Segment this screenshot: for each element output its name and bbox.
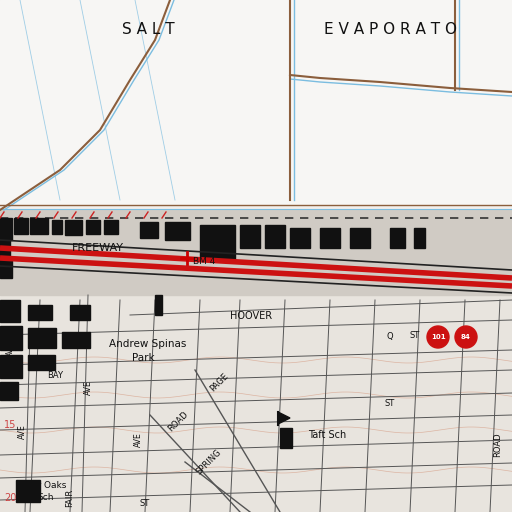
Text: AVE: AVE [6,343,14,357]
Bar [0,260,12,278]
Text: SPRING: SPRING [195,447,224,476]
Bar [290,228,310,248]
Bar [28,355,55,370]
Polygon shape [278,412,290,424]
Bar [0,382,18,400]
Text: ST: ST [140,500,150,508]
Bar [14,218,28,234]
Bar [0,210,512,295]
Bar [280,428,292,448]
Text: ST: ST [385,399,395,409]
Bar [240,225,260,248]
Bar [0,280,512,512]
Bar [30,218,48,234]
Bar [0,300,20,322]
Text: FAIR: FAIR [66,489,75,507]
Bar [165,222,190,240]
Text: 84: 84 [461,334,471,340]
Text: 15: 15 [4,420,16,430]
Text: Sch: Sch [38,494,54,502]
Bar [200,225,235,260]
Text: ST: ST [410,331,420,340]
Bar [0,326,22,350]
Bar [104,220,118,234]
Text: ROAD: ROAD [166,410,190,434]
Bar [65,220,82,235]
Bar [16,480,40,502]
Text: BAY: BAY [47,372,63,380]
Bar [414,228,425,248]
Text: 20: 20 [4,493,16,503]
Text: HOOVER: HOOVER [230,311,272,321]
Text: S A L T: S A L T [122,22,174,37]
Bar [140,222,158,238]
Bar [86,220,100,234]
Text: BM 4: BM 4 [193,257,216,266]
Text: E V A P O R A T O: E V A P O R A T O [324,22,457,37]
Circle shape [427,326,449,348]
Bar [0,218,12,240]
Bar [320,228,340,248]
Text: FREEWAY: FREEWAY [72,243,124,253]
Bar [265,225,285,248]
Bar [28,328,56,348]
Text: 101: 101 [431,334,445,340]
Bar [0,240,10,260]
Bar [70,305,90,320]
Bar [0,355,22,378]
Text: Park: Park [132,353,154,363]
Text: ROAD: ROAD [494,433,502,457]
Text: Andrew Spinas: Andrew Spinas [110,339,187,349]
Text: Q: Q [387,331,393,340]
Text: PAGE: PAGE [208,371,230,393]
Bar [155,295,162,315]
Text: Taft Sch: Taft Sch [308,430,346,440]
Text: AVE: AVE [134,433,142,447]
Text: AVE: AVE [83,380,93,395]
Bar [62,332,90,348]
Bar [0,0,512,205]
Text: AVE: AVE [17,424,27,439]
Text: Fair Oaks: Fair Oaks [25,481,67,490]
Bar [390,228,405,248]
Bar [350,228,370,248]
Circle shape [455,326,477,348]
Bar [52,220,62,234]
Bar [28,305,52,320]
